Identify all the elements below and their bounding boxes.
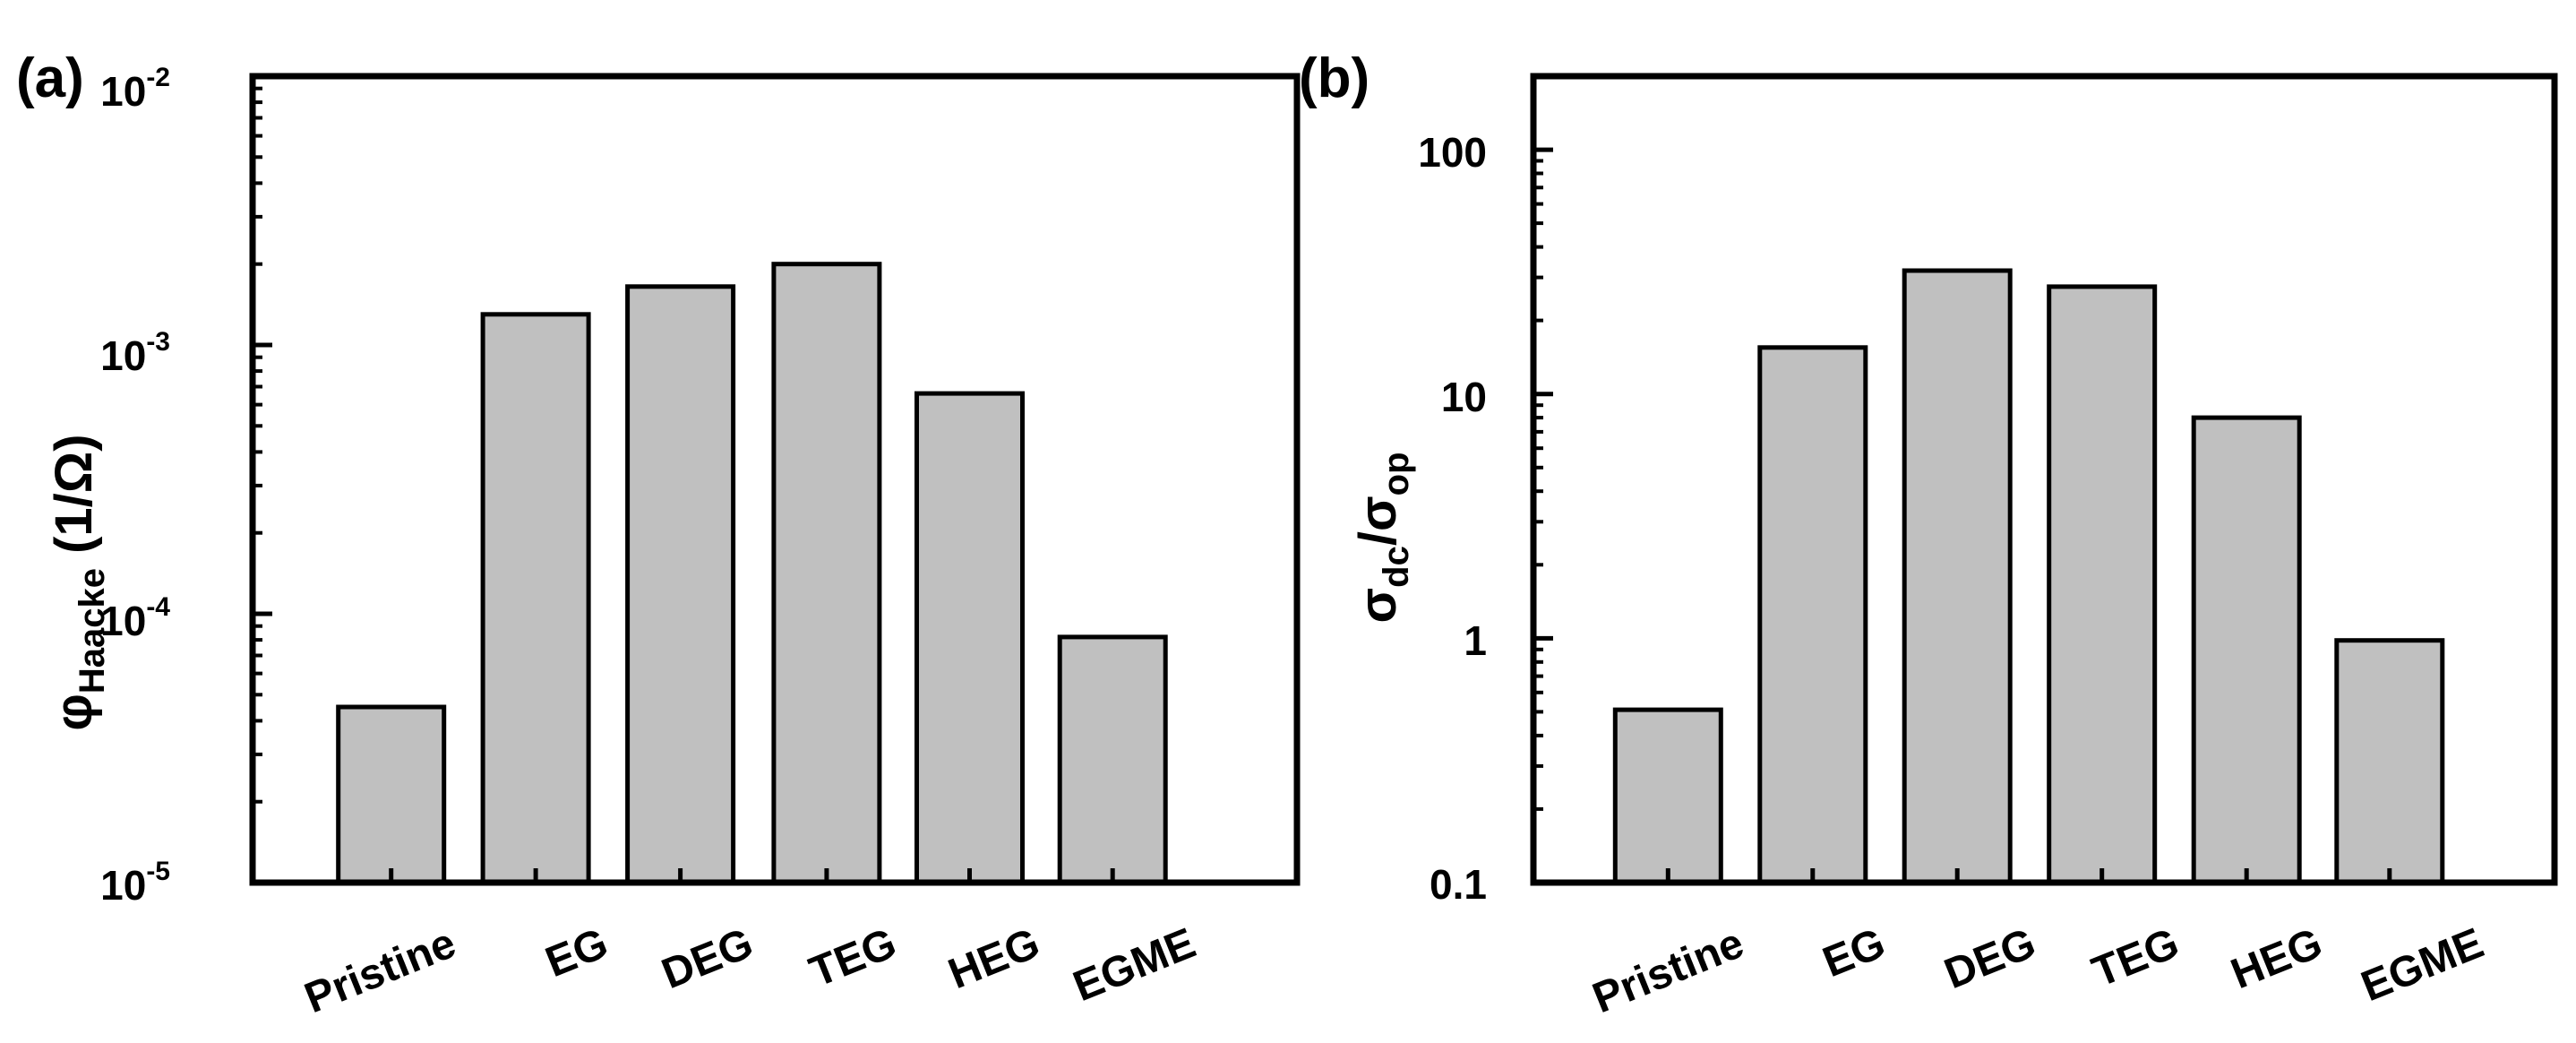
- y-axis-label-mid-b: /σ: [1349, 496, 1407, 546]
- y-tick-label: 10-2: [100, 63, 170, 115]
- bar-eg-a: [480, 312, 591, 885]
- x-tick-label-teg-a: TEG: [803, 919, 903, 996]
- y-axis-label-sub2-b: op: [1377, 452, 1416, 496]
- bar-egme-a: [1057, 634, 1168, 885]
- y-axis-label-symbol-b: σ: [1349, 588, 1407, 624]
- bar-egme-b: [2334, 638, 2445, 885]
- bar-teg-b: [2047, 284, 2158, 885]
- y-tick-label: 10-4: [100, 592, 170, 644]
- plot-frame-a: [249, 73, 1301, 886]
- x-tick-label-eg-a: EG: [539, 919, 614, 987]
- panel-b: (b) σdc/σop 0.1 1 10 100 Pristine EG DEG…: [1299, 47, 2558, 1022]
- bar-heg-a: [914, 391, 1025, 885]
- x-tick-label-egme-b: EGME: [2355, 919, 2490, 1011]
- y-tick-label: 100: [1418, 129, 1487, 176]
- bar-eg-b: [1757, 345, 1868, 885]
- plot-frame-b: [1530, 73, 2558, 886]
- y-axis-label-sub-b: dc: [1377, 546, 1416, 588]
- bar-pristine-b: [1612, 707, 1723, 885]
- bar-pristine-a: [336, 704, 447, 885]
- panel-label-b: (b): [1299, 47, 1370, 109]
- bar-deg-b: [1902, 268, 2013, 885]
- bar-heg-b: [2191, 415, 2302, 885]
- y-axis-label-symbol-a: φ: [45, 694, 103, 731]
- y-tick-label: 0.1: [1430, 861, 1487, 908]
- y-axis-label-b: σdc/σop: [1349, 452, 1416, 623]
- bars-b: [1612, 268, 2445, 885]
- x-tick-label-pristine-a: Pristine: [298, 919, 462, 1022]
- y-tick-label: 10: [1441, 374, 1487, 420]
- y-axis-label-unit-a: (1/Ω): [45, 434, 103, 568]
- panel-label-a: (a): [16, 47, 84, 109]
- bar-teg-a: [771, 262, 882, 885]
- x-tick-label-heg-a: HEG: [942, 919, 1046, 998]
- y-axis-label-sub-a: Haacke: [73, 568, 112, 694]
- x-tick-label-deg-a: DEG: [656, 919, 760, 998]
- y-tick-label: 1: [1464, 617, 1487, 664]
- x-tick-label-eg-b: EG: [1816, 919, 1892, 987]
- bars-a: [336, 262, 1168, 885]
- x-tick-label-pristine-b: Pristine: [1586, 919, 1750, 1022]
- bar-deg-a: [625, 284, 736, 885]
- x-tick-label-egme-a: EGME: [1067, 919, 1202, 1011]
- y-tick-label: 10-3: [100, 327, 170, 379]
- x-tick-label-teg-b: TEG: [2086, 919, 2185, 996]
- x-tick-label-deg-b: DEG: [1938, 919, 2042, 998]
- y-tick-label: 10-5: [100, 857, 170, 909]
- x-tick-label-heg-b: HEG: [2225, 919, 2329, 998]
- y-axis-label-a: φHaacke (1/Ω): [45, 434, 112, 730]
- panel-a: (a) φHaacke (1/Ω) 10-5 10-4 10-3 10-2 Pr…: [16, 47, 1301, 1022]
